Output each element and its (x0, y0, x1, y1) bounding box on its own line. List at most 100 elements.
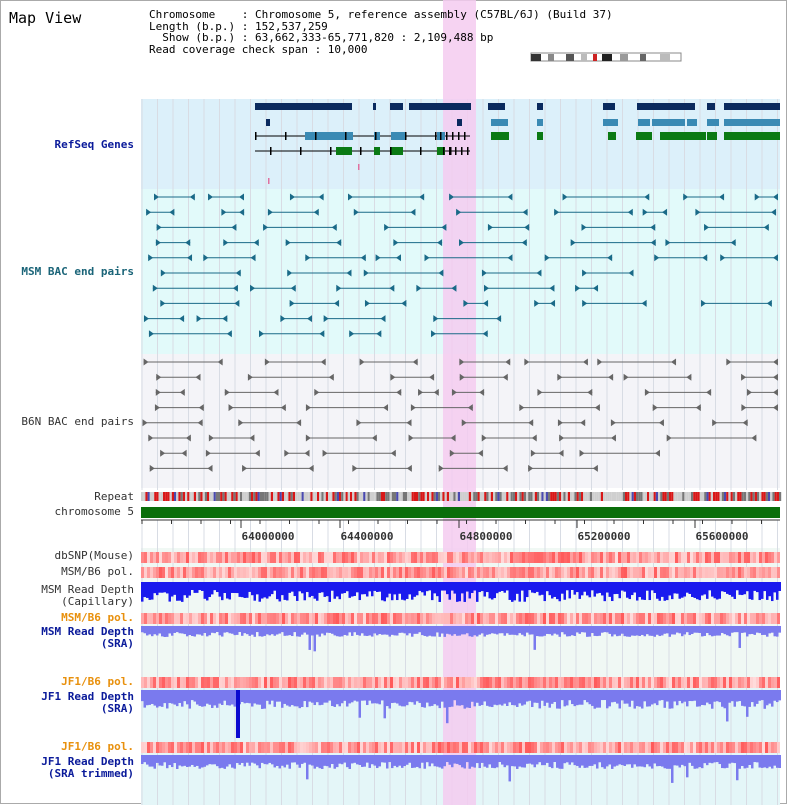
jf1-pol-cell[interactable] (630, 742, 633, 753)
jf1-sra-depth-bar[interactable] (626, 690, 629, 704)
jf1-pol-cell[interactable] (696, 677, 699, 688)
msm-pol-cell[interactable] (669, 613, 672, 624)
msm-capillary-depth-bar[interactable] (763, 582, 767, 592)
msm-sra-depth-bar[interactable] (751, 626, 754, 634)
gene-exon[interactable] (437, 147, 445, 155)
b6n-bac-pair-end[interactable] (142, 419, 148, 427)
jf1-trimmed-depth-bar[interactable] (661, 755, 664, 767)
repeat-element[interactable] (695, 492, 698, 501)
jf1-trimmed-depth-bar[interactable] (461, 755, 464, 768)
jf1-pol-cell[interactable] (348, 677, 351, 688)
jf1-pol-cell[interactable] (660, 677, 663, 688)
jf1-pol-cell[interactable] (690, 677, 693, 688)
msm-pol-cell[interactable] (369, 613, 372, 624)
msm-pol-cell[interactable] (657, 613, 660, 624)
jf1-pol-cell[interactable] (294, 677, 297, 688)
msm-bac-pair-end[interactable] (754, 193, 760, 201)
msm-pol-cell[interactable] (174, 567, 177, 578)
dbsnp-cell[interactable] (522, 552, 525, 563)
jf1-sra-depth-bar[interactable] (566, 690, 569, 706)
repeat-element[interactable] (299, 492, 302, 501)
msm-pol-cell[interactable] (273, 567, 276, 578)
jf1-pol-cell[interactable] (687, 742, 690, 753)
jf1-trimmed-depth-bar[interactable] (448, 755, 452, 765)
jf1-pol-cell[interactable] (597, 742, 600, 753)
jf1-pol-cell[interactable] (147, 742, 150, 753)
jf1-pol-cell[interactable] (153, 677, 156, 688)
jf1-pol-cell[interactable] (666, 742, 669, 753)
jf1-pol-cell[interactable] (576, 677, 579, 688)
msm-pol-cell[interactable] (237, 613, 240, 624)
dbsnp-cell[interactable] (552, 552, 555, 563)
b6n-bac-pair-end[interactable] (467, 404, 473, 412)
msm-sra-depth-bar[interactable] (346, 626, 349, 636)
repeat-element[interactable] (222, 492, 225, 501)
msm-sra-depth-bar[interactable] (436, 626, 439, 633)
repeat-element[interactable] (776, 492, 779, 501)
jf1-pol-cell[interactable] (735, 677, 738, 688)
msm-pol-cell[interactable] (630, 613, 633, 624)
dbsnp-cell[interactable] (609, 552, 612, 563)
msm-capillary-depth-bar[interactable] (201, 582, 204, 591)
msm-sra-depth-bar[interactable] (178, 626, 182, 634)
msm-pol-cell[interactable] (699, 613, 702, 624)
repeat-element[interactable] (204, 492, 207, 501)
dbsnp-cell[interactable] (456, 552, 459, 563)
msm-pol-cell[interactable] (519, 567, 522, 578)
msm-pol-cell[interactable] (750, 613, 753, 624)
jf1-pol-cell[interactable] (198, 742, 201, 753)
msm-pol-cell[interactable] (273, 613, 276, 624)
msm-pol-cell[interactable] (180, 613, 183, 624)
jf1-pol-cell[interactable] (471, 742, 474, 753)
jf1-trimmed-depth-bar[interactable] (631, 755, 634, 768)
jf1-pol-cell[interactable] (306, 742, 309, 753)
jf1-sra-depth-bar[interactable] (498, 690, 502, 705)
msm-pol-cell[interactable] (513, 567, 516, 578)
dbsnp-cell[interactable] (534, 552, 537, 563)
msm-bac-pair-end[interactable] (389, 284, 395, 292)
dbsnp-cell[interactable] (654, 552, 657, 563)
msm-capillary-depth-bar[interactable] (266, 582, 269, 599)
msm-sra-depth-bar[interactable] (301, 626, 304, 635)
msm-capillary-depth-bar[interactable] (766, 582, 769, 600)
msm-bac-pair-end[interactable] (562, 193, 568, 201)
msm-bac-pair-end[interactable] (536, 269, 542, 277)
msm-pol-cell[interactable] (375, 613, 378, 624)
msm-pol-cell[interactable] (264, 613, 267, 624)
repeat-element[interactable] (163, 492, 166, 501)
repeat-element[interactable] (618, 492, 621, 501)
dbsnp-cell[interactable] (432, 552, 435, 563)
gene-feature[interactable] (373, 103, 376, 110)
msm-pol-cell[interactable] (558, 613, 561, 624)
jf1-pol-cell[interactable] (177, 677, 180, 688)
msm-capillary-depth-bar[interactable] (271, 582, 274, 595)
msm-bac-pair-end[interactable] (376, 330, 382, 338)
jf1-pol-cell[interactable] (777, 677, 780, 688)
jf1-sra-depth-bar[interactable] (251, 690, 254, 707)
jf1-pol-cell[interactable] (642, 742, 645, 753)
msm-pol-cell[interactable] (219, 567, 222, 578)
jf1-trimmed-depth-bar[interactable] (208, 755, 212, 765)
jf1-pol-cell[interactable] (486, 677, 489, 688)
repeat-element[interactable] (750, 492, 753, 501)
dbsnp-cell[interactable] (588, 552, 591, 563)
jf1-sra-depth-bar[interactable] (291, 690, 294, 706)
msm-pol-cell[interactable] (717, 567, 720, 578)
msm-pol-cell[interactable] (435, 613, 438, 624)
msm-pol-cell[interactable] (396, 613, 399, 624)
msm-sra-depth-bar[interactable] (381, 626, 384, 635)
msm-capillary-depth-bar[interactable] (518, 582, 522, 602)
jf1-sra-depth-bar[interactable] (413, 690, 417, 705)
msm-capillary-depth-bar[interactable] (151, 582, 154, 600)
jf1-sra-depth-bar[interactable] (383, 690, 387, 719)
msm-pol-cell[interactable] (753, 567, 756, 578)
msm-pol-cell[interactable] (636, 567, 639, 578)
msm-capillary-depth-bar[interactable] (223, 582, 227, 594)
msm-pol-cell[interactable] (723, 613, 726, 624)
jf1-trimmed-depth-bar[interactable] (271, 755, 274, 765)
jf1-trimmed-depth-bar[interactable] (406, 755, 409, 765)
repeat-element[interactable] (207, 492, 210, 501)
jf1-pol-cell[interactable] (213, 677, 216, 688)
msm-sra-depth-bar[interactable] (618, 626, 622, 636)
jf1-sra-depth-bar[interactable] (451, 690, 454, 707)
